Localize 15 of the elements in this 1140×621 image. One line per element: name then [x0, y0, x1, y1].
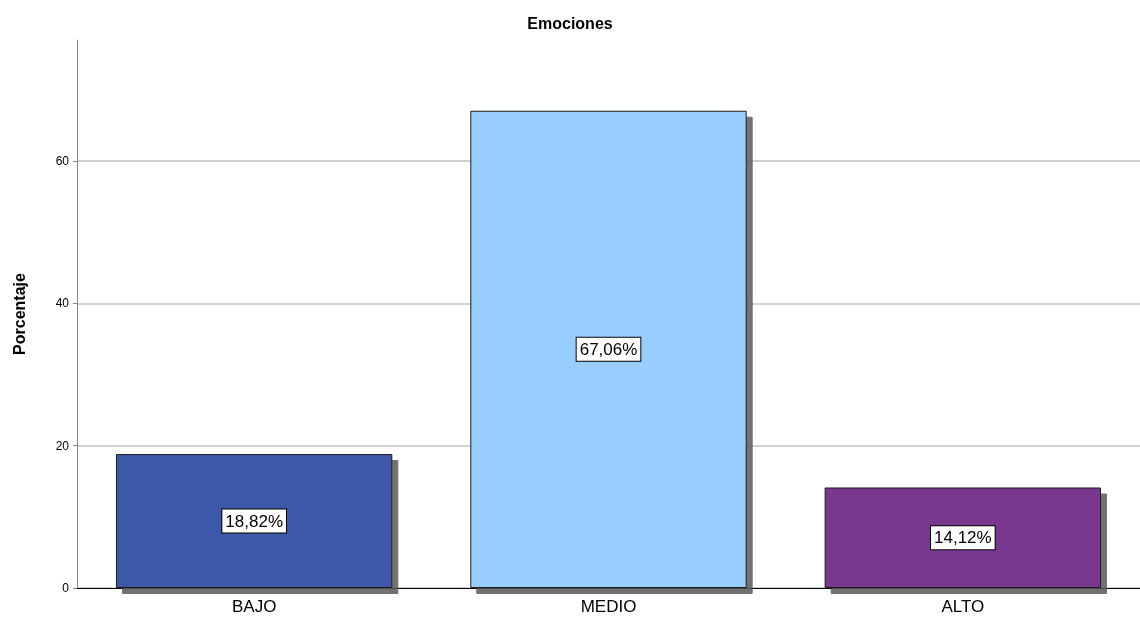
data-label: 67,06% — [579, 339, 638, 359]
y-tick-label: 0 — [62, 581, 70, 595]
bar — [470, 110, 747, 588]
x-tick-label: ALTO — [941, 597, 985, 616]
y-axis-title: Porcentaje — [10, 272, 28, 355]
x-tick-label: MEDIO — [580, 597, 637, 616]
chart-title: Emociones — [527, 14, 613, 32]
y-tick-label: 20 — [55, 438, 70, 453]
y-tick-label: 60 — [55, 153, 70, 168]
data-label: 18,82% — [225, 511, 283, 531]
x-tick-label: BAJO — [231, 597, 277, 616]
data-label: 14,12% — [934, 528, 992, 548]
bar — [115, 454, 393, 588]
y-tick-label: 40 — [55, 296, 70, 311]
bar — [824, 487, 1102, 588]
